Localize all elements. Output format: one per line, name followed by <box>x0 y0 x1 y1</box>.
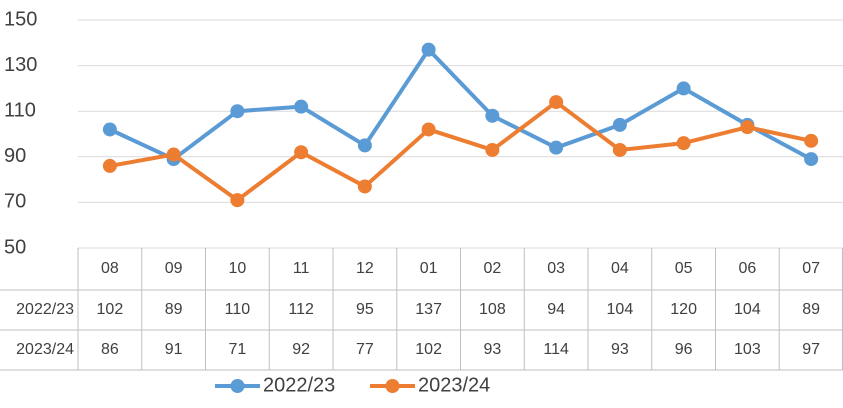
point <box>357 138 372 153</box>
x-tick-label: 11 <box>293 260 310 277</box>
table-value: 77 <box>356 341 374 358</box>
point <box>676 81 691 96</box>
point <box>740 120 755 135</box>
point <box>294 145 309 160</box>
point <box>676 136 691 151</box>
table-value: 120 <box>670 301 697 318</box>
y-tick-label: 130 <box>4 54 37 76</box>
table-value: 89 <box>802 301 820 318</box>
table-value: 94 <box>547 301 565 318</box>
point <box>357 179 372 194</box>
row-label: 2023/24 <box>16 341 74 358</box>
point <box>294 99 309 114</box>
y-tick-label: 90 <box>4 145 26 167</box>
table-value: 104 <box>607 301 634 318</box>
point <box>485 142 500 157</box>
table-value: 96 <box>675 341 693 358</box>
point <box>421 42 436 57</box>
table-value: 137 <box>415 301 442 318</box>
row-label: 2022/23 <box>16 301 74 318</box>
table-value: 114 <box>543 341 569 358</box>
table-value: 89 <box>165 301 183 318</box>
table-value: 102 <box>97 301 124 318</box>
x-tick-label: 03 <box>547 260 565 277</box>
point <box>804 133 819 148</box>
x-tick-label: 12 <box>356 260 374 277</box>
table-value: 103 <box>734 341 761 358</box>
series-line <box>107 100 814 203</box>
table-value: 93 <box>611 341 629 358</box>
table-value: 71 <box>228 341 246 358</box>
table-value: 86 <box>101 341 119 358</box>
table-value: 97 <box>802 341 820 358</box>
table-value: 92 <box>292 341 310 358</box>
point <box>166 147 181 162</box>
x-tick-label: 09 <box>165 260 183 277</box>
point <box>485 108 500 123</box>
x-tick-label: 08 <box>101 260 119 277</box>
point <box>230 104 245 119</box>
y-tick-label: 150 <box>4 8 37 30</box>
legend-label: 2022/23 <box>263 374 335 396</box>
table-value: 95 <box>356 301 374 318</box>
point <box>612 142 627 157</box>
x-tick-label: 06 <box>738 260 756 277</box>
point <box>549 140 564 155</box>
point <box>549 95 564 110</box>
legend-swatch <box>230 379 245 393</box>
y-tick-label: 70 <box>4 191 26 213</box>
table-value: 104 <box>734 301 761 318</box>
point <box>804 152 819 167</box>
point <box>102 122 117 137</box>
point <box>612 117 627 132</box>
x-tick-label: 05 <box>675 260 693 277</box>
x-tick-label: 10 <box>228 260 246 277</box>
table-value: 110 <box>225 301 251 318</box>
point <box>421 122 436 137</box>
x-tick-label: 07 <box>802 260 820 277</box>
x-tick-label: 04 <box>611 260 629 277</box>
table-value: 112 <box>288 301 314 318</box>
legend-swatch <box>385 379 400 393</box>
series-line <box>107 47 814 162</box>
x-tick-label: 02 <box>483 260 501 277</box>
table-value: 108 <box>479 301 506 318</box>
table-value: 93 <box>483 341 501 358</box>
point <box>230 193 245 208</box>
x-tick-label: 01 <box>420 260 438 277</box>
legend-label: 2023/24 <box>418 374 490 396</box>
y-tick-label: 110 <box>4 99 36 121</box>
table-value: 102 <box>415 341 442 358</box>
table-value: 91 <box>165 341 183 358</box>
point <box>102 158 117 173</box>
y-tick-label: 50 <box>4 236 26 258</box>
